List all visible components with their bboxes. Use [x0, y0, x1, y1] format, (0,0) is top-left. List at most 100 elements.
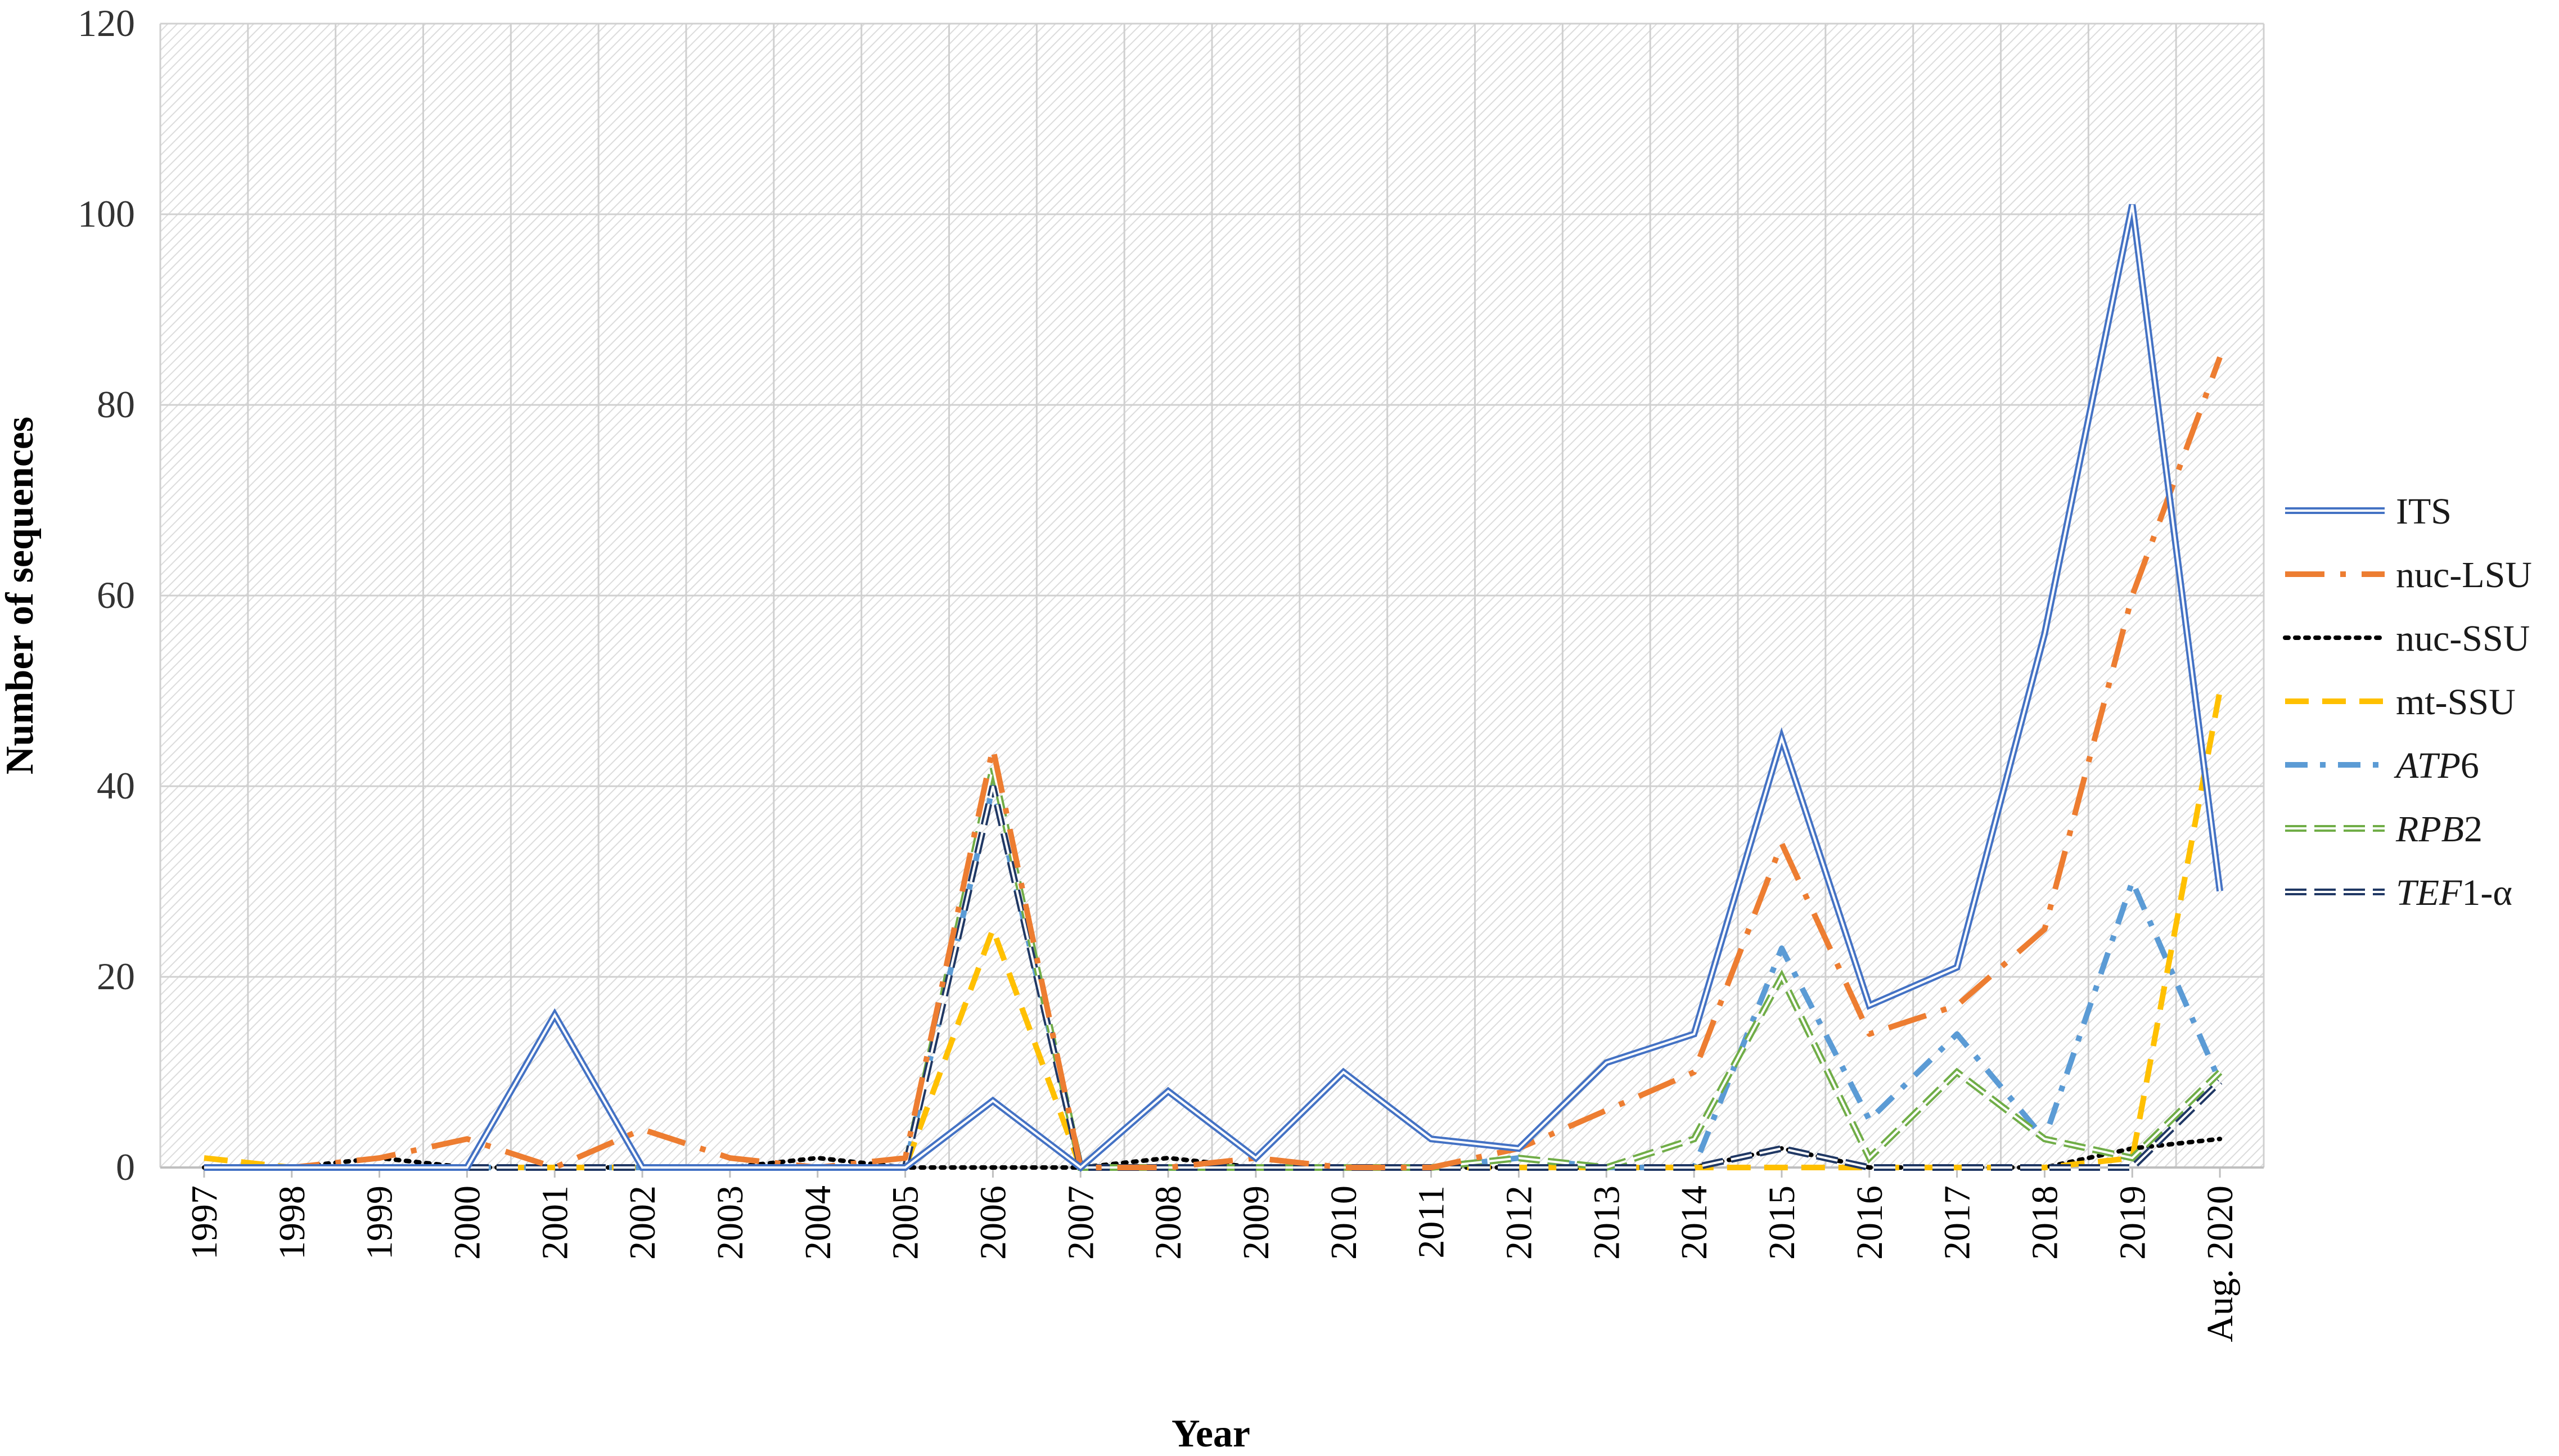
- y-tick-label: 20: [97, 955, 135, 998]
- data-point: [1255, 1167, 1256, 1168]
- x-tick-label: 2012: [1498, 1185, 1539, 1260]
- data-point: [992, 1167, 993, 1168]
- data-point: [2132, 1167, 2133, 1168]
- x-tick-label: 2015: [1761, 1185, 1803, 1260]
- data-point: [379, 1157, 380, 1159]
- x-tick-label: 2005: [885, 1185, 926, 1260]
- x-axis-title: Year: [1172, 1412, 1250, 1453]
- data-point: [1957, 1167, 1958, 1168]
- legend-label: nuc-SSU: [2396, 618, 2530, 659]
- data-point: [1606, 1110, 1607, 1111]
- data-point: [2219, 691, 2220, 692]
- series-its: [204, 204, 2224, 1172]
- x-tick-label: 2016: [1849, 1185, 1890, 1260]
- data-point: [2044, 1167, 2045, 1168]
- y-tick-label: 100: [78, 192, 135, 235]
- legend-label: RPB2: [2395, 809, 2483, 850]
- data-point: [1343, 1072, 1344, 1073]
- data-point: [1518, 1148, 1519, 1149]
- data-point: [1693, 1072, 1695, 1073]
- x-tick-label: 1997: [184, 1185, 225, 1260]
- data-point: [1869, 1005, 1870, 1006]
- x-tick-label: 2018: [2024, 1185, 2065, 1260]
- data-point: [2044, 1138, 2045, 1139]
- data-point: [2219, 1138, 2220, 1139]
- data-point: [1869, 1157, 1870, 1159]
- data-point: [905, 1167, 906, 1168]
- nuc-lsu-line: [204, 356, 2223, 1170]
- series-nuc-lsu: [204, 356, 2223, 1170]
- legend-label: TEF1-α: [2396, 872, 2512, 913]
- y-tick-label: 0: [116, 1146, 135, 1188]
- x-tick-label: 2007: [1060, 1185, 1101, 1260]
- y-tick-label: 120: [78, 2, 135, 44]
- data-point: [1431, 1138, 1432, 1139]
- data-point: [1168, 1090, 1169, 1092]
- legend-item-its: ITS: [2285, 491, 2452, 532]
- x-tick-label: 2000: [447, 1185, 488, 1260]
- data-point: [1518, 1167, 1519, 1168]
- data-point: [1606, 1062, 1607, 1063]
- legend-item-mt-ssu: mt-SSU: [2285, 682, 2516, 723]
- x-tick-label: 2006: [972, 1185, 1013, 1260]
- data-point: [817, 1167, 818, 1168]
- data-point: [1168, 1157, 1169, 1159]
- legend-label: mt-SSU: [2396, 682, 2516, 723]
- y-tick-label: 60: [97, 574, 135, 616]
- data-point: [992, 928, 993, 930]
- x-tick-label: 2010: [1323, 1185, 1364, 1260]
- data-point: [1255, 1157, 1256, 1159]
- data-point: [2044, 633, 2045, 634]
- data-point: [1343, 1167, 1344, 1168]
- data-point: [1518, 1157, 1519, 1159]
- x-tick-label: 2001: [534, 1185, 575, 1260]
- legend-label-plain: 1-α: [2462, 872, 2512, 913]
- legend-label-plain: 2: [2464, 809, 2483, 850]
- data-point: [379, 1167, 380, 1168]
- legend-item-rpb2: RPB2: [2285, 809, 2483, 850]
- data-point: [1869, 1119, 1870, 1120]
- tef1--line-inner: [204, 786, 2221, 1169]
- data-point: [642, 1167, 643, 1168]
- y-tick-label: 40: [97, 764, 135, 807]
- data-point: [1869, 1167, 1870, 1168]
- legend-label-italic: RPB: [2395, 809, 2464, 850]
- data-point: [291, 1167, 292, 1168]
- x-tick-label: Aug. 2020: [2200, 1185, 2241, 1342]
- x-tick-label: 2011: [1411, 1185, 1452, 1259]
- data-point: [2132, 1157, 2133, 1159]
- legend-item-tef1-: TEF1-α: [2285, 872, 2512, 913]
- x-tick-label: 2004: [798, 1185, 839, 1260]
- legend-label-italic: ATP: [2394, 745, 2461, 786]
- data-point: [2132, 204, 2133, 205]
- x-tick-label: 2003: [710, 1185, 751, 1260]
- legend-label: ATP6: [2394, 745, 2479, 786]
- data-point: [1606, 1167, 1607, 1168]
- data-point: [992, 1100, 993, 1101]
- data-point: [204, 1157, 205, 1159]
- data-point: [1168, 1167, 1169, 1168]
- data-point: [992, 786, 993, 787]
- y-tick-label: 80: [97, 383, 135, 426]
- data-point: [466, 1138, 467, 1139]
- data-point: [729, 1167, 731, 1168]
- series-tef1-: [204, 785, 2223, 1171]
- data-point: [642, 1129, 643, 1130]
- data-point: [817, 1157, 818, 1159]
- legend-label: ITS: [2396, 491, 2452, 532]
- legend-label-plain: ITS: [2396, 491, 2452, 532]
- data-point: [466, 1167, 467, 1168]
- data-point: [204, 1167, 205, 1168]
- data-point: [554, 1015, 555, 1016]
- data-point: [1781, 738, 1782, 739]
- data-point: [1431, 1167, 1432, 1168]
- data-point: [905, 1157, 906, 1159]
- data-point: [2219, 1072, 2220, 1073]
- data-point: [1080, 1167, 1081, 1168]
- x-axis-ticks: 1997 1998 1999 2000 2001 2002 2003 2004 2005 2006…: [184, 1167, 2241, 1342]
- data-point: [1957, 1072, 1958, 1073]
- data-point: [1781, 976, 1782, 977]
- data-point: [2219, 1081, 2220, 1082]
- data-point: [1957, 967, 1958, 968]
